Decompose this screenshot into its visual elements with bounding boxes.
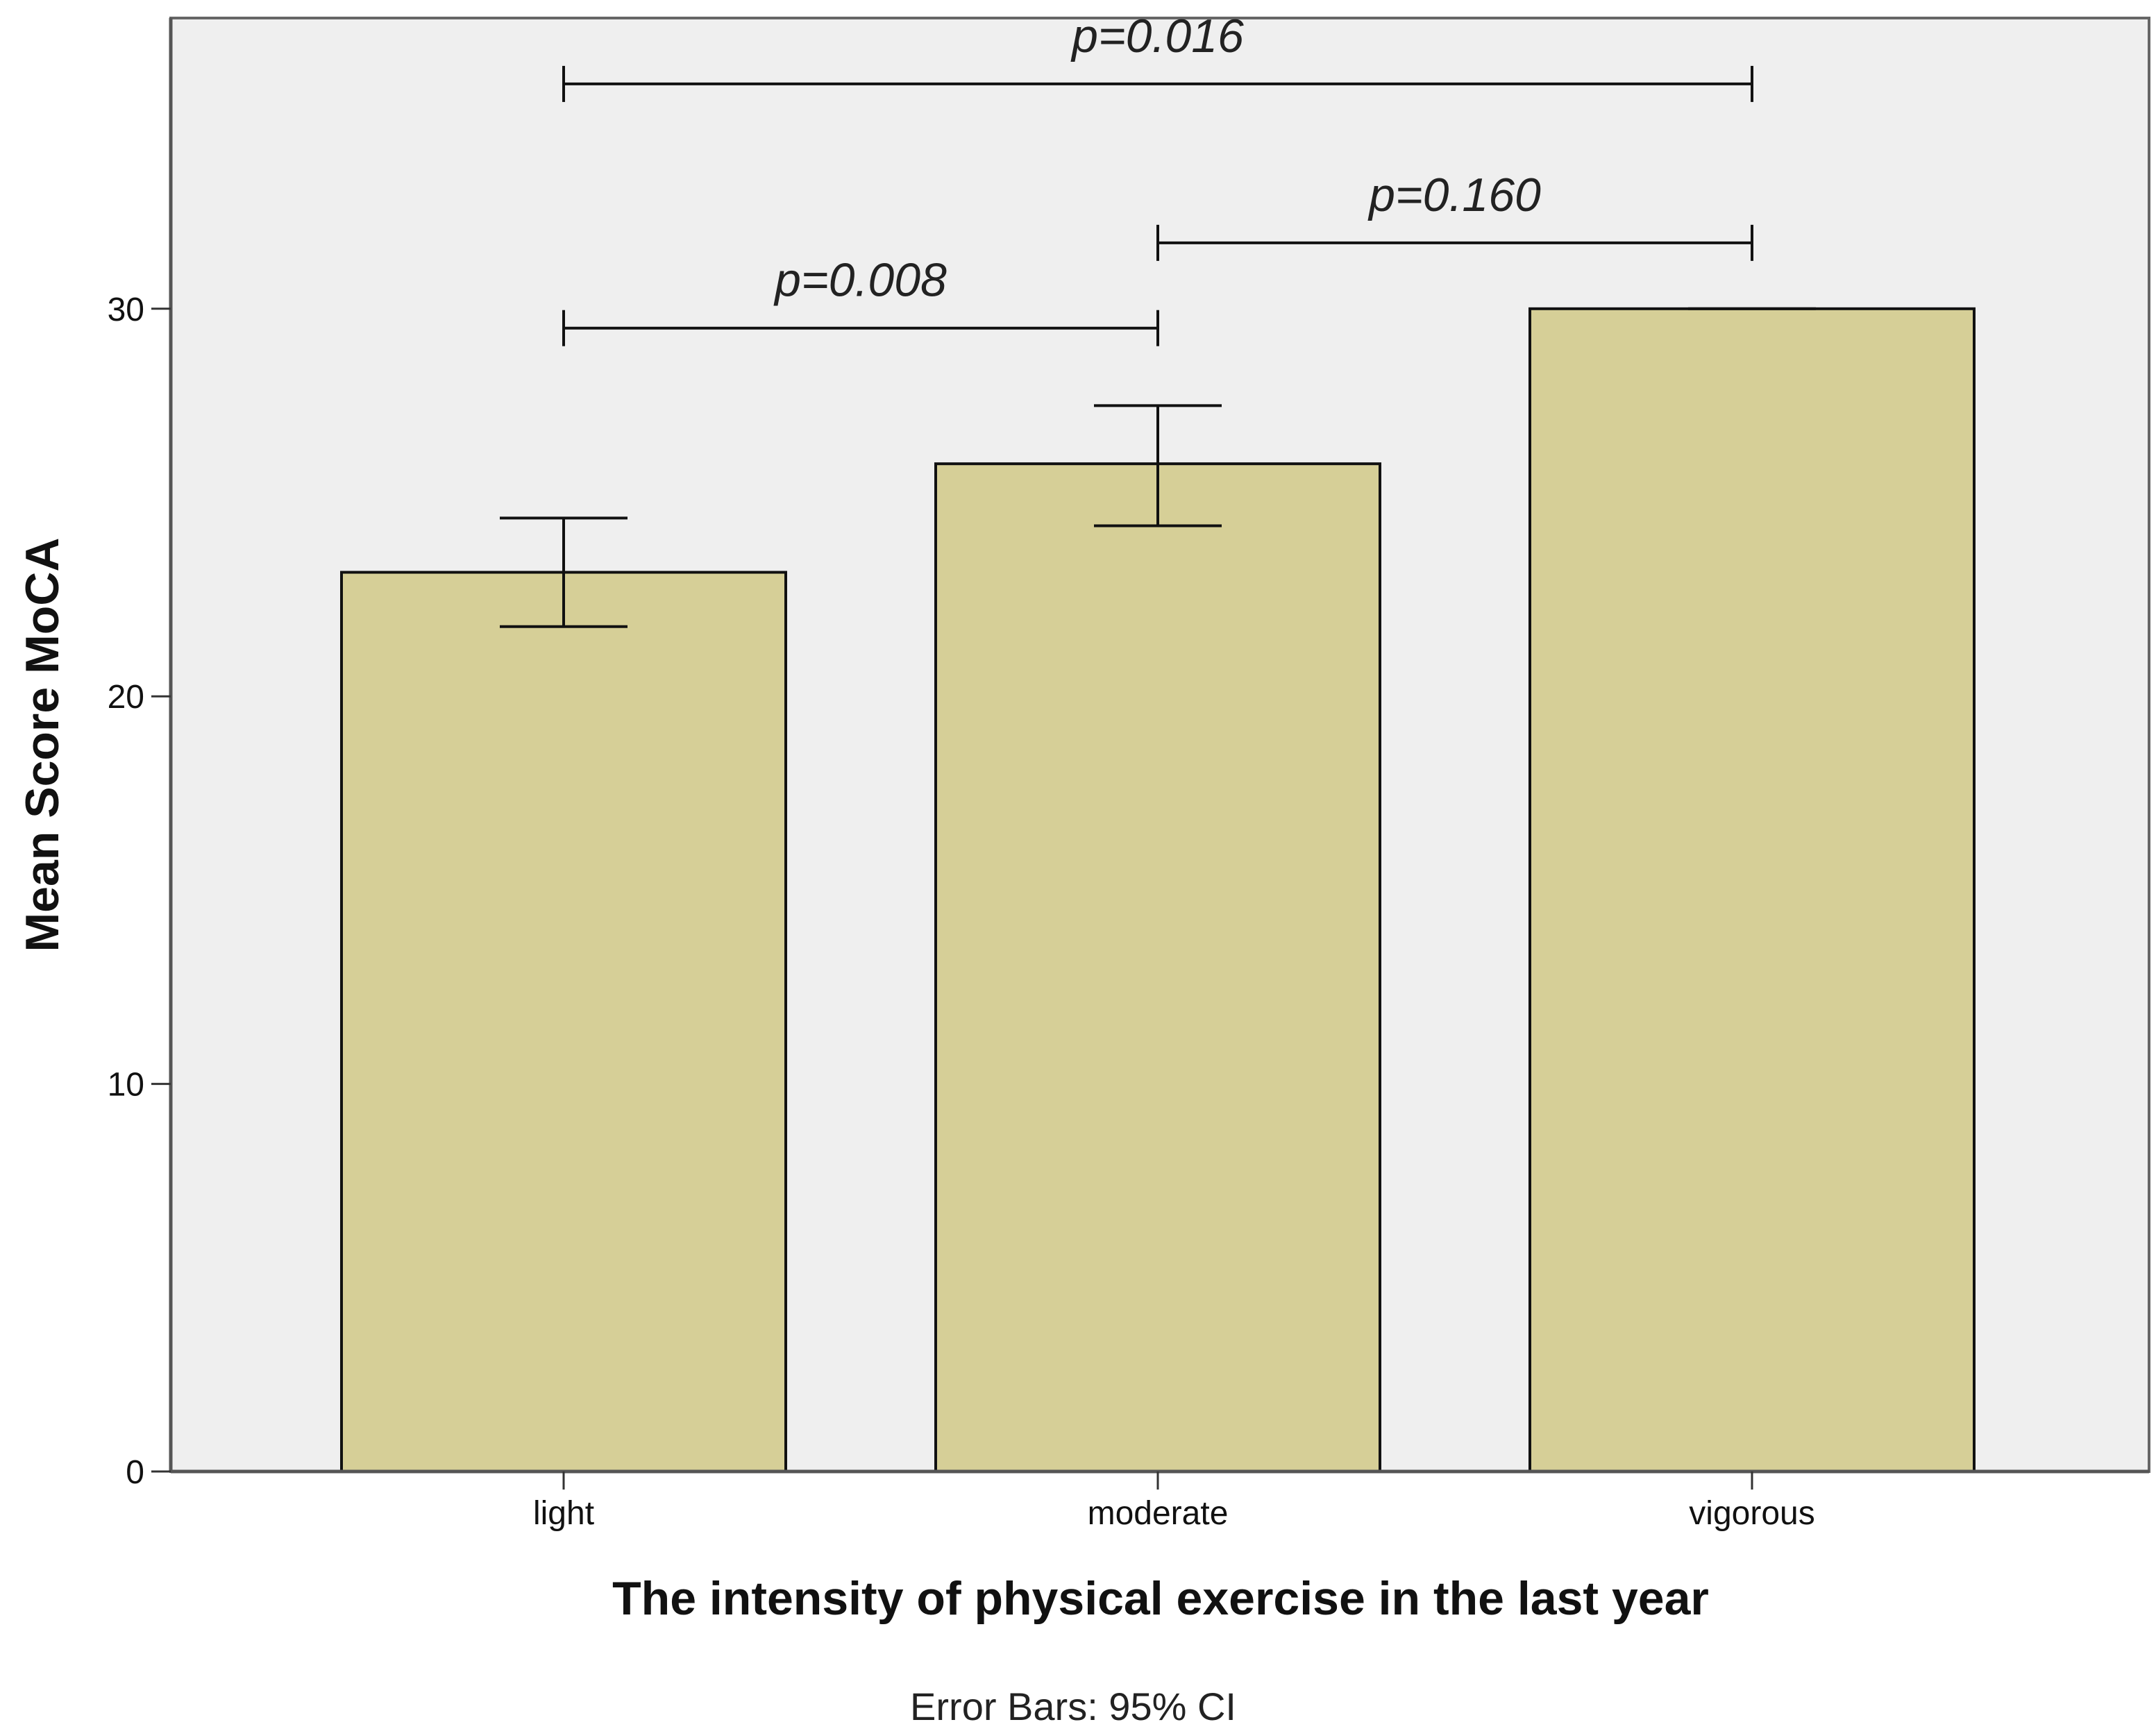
p-value-label: p=0.016 [1070, 10, 1244, 62]
comparison-light-vigorous: p=0.016 [562, 10, 1753, 102]
x-tick-label-light: light [533, 1495, 594, 1532]
bar-vigorous [1528, 307, 1976, 1473]
bar-moderate [934, 462, 1381, 1473]
p-value-label: p=0.008 [773, 254, 947, 307]
bar-light [340, 571, 787, 1474]
x-axis-title: The intensity of physical exercise in th… [612, 1572, 1709, 1625]
error-bars-layer [500, 307, 1816, 628]
y-tick-label: 30 [108, 292, 144, 328]
y-axis-title: Mean Score MoCA [16, 538, 69, 952]
error-bars-footnote: Error Bars: 95% CI [910, 1685, 1236, 1728]
y-ticks-layer: 0 10 20 30 [108, 292, 171, 1491]
comparison-light-moderate: p=0.008 [562, 254, 1159, 346]
comparison-moderate-vigorous: p=0.160 [1156, 169, 1753, 261]
significance-brackets-layer: p=0.016 p=0.160 p=0.008 [562, 10, 1753, 346]
y-tick-label: 10 [108, 1067, 144, 1104]
error-bar-light [500, 516, 628, 628]
error-bar-moderate [1094, 404, 1222, 528]
x-tick-label-moderate: moderate [1088, 1495, 1229, 1532]
x-ticks-layer: light moderate vigorous [533, 1471, 1815, 1532]
x-tick-label-vigorous: vigorous [1689, 1495, 1814, 1532]
y-tick-label: 20 [108, 679, 144, 716]
p-value-label: p=0.160 [1367, 169, 1541, 221]
y-tick-label: 0 [126, 1454, 144, 1491]
